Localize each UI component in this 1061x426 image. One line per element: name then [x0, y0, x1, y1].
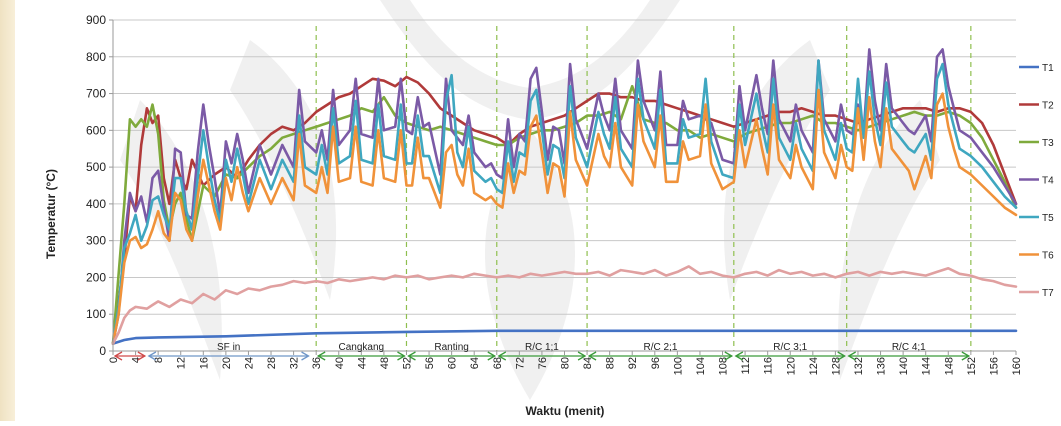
x-tick-label-132: 132 [853, 357, 865, 375]
phase-label-6: R/C 3;1 [773, 342, 807, 353]
y-tick-label-700: 700 [86, 87, 106, 101]
phase-arrowhead-left-2 [316, 351, 326, 361]
y-tick-label-800: 800 [86, 50, 106, 64]
y-tick-label-600: 600 [86, 123, 106, 137]
x-tick-label-60: 60 [447, 357, 459, 369]
x-tick-label-48: 48 [379, 357, 391, 369]
x-tick-label-88: 88 [605, 357, 617, 369]
phase-arrowhead-left-0 [113, 351, 123, 361]
phase-arrowhead-right-4 [577, 351, 587, 361]
x-tick-label-96: 96 [650, 357, 662, 369]
phase-arrowhead-right-5 [724, 351, 734, 361]
x-tick-label-144: 144 [921, 357, 933, 375]
y-tick-label-200: 200 [86, 270, 106, 284]
x-tick-label-52: 52 [401, 357, 413, 369]
phase-arrowhead-left-3 [407, 351, 416, 361]
x-tick-label-24: 24 [243, 357, 255, 369]
phase-arrowhead-left-4 [497, 351, 507, 361]
series-line-t6 [111, 88, 1018, 345]
phase-label-3: Ranting [434, 342, 468, 353]
series-lines [111, 48, 1018, 345]
x-tick-label-44: 44 [356, 357, 368, 369]
x-tick-label-76: 76 [537, 357, 549, 369]
x-tick-label-12: 12 [176, 357, 188, 369]
y-tick-label-300: 300 [86, 234, 106, 248]
phase-arrowhead-left-1 [147, 351, 157, 361]
legend-label-t5: T5 [1042, 213, 1054, 224]
legend-label-t2: T2 [1042, 101, 1054, 112]
y-tick-label-900: 900 [86, 13, 106, 27]
y-tick-label-500: 500 [86, 160, 106, 174]
phase-arrowhead-right-7 [961, 351, 971, 361]
x-tick-label-124: 124 [808, 357, 820, 375]
x-tick-label-148: 148 [943, 357, 955, 375]
legend-label-t3: T3 [1042, 138, 1054, 149]
x-tick-label-160: 160 [1011, 357, 1023, 375]
phase-label-7: R/C 4;1 [892, 342, 926, 353]
x-tick-label-136: 136 [876, 357, 888, 375]
phase-arrows: SF in Cangkang Ranting R/C 1;1 R/C 2;1 R/C 3;… [113, 342, 971, 361]
x-tick-label-100: 100 [672, 357, 684, 375]
phase-label-4: R/C 1;1 [525, 342, 559, 353]
x-tick-label-0: 0 [108, 357, 120, 363]
series-line-t5 [111, 59, 1018, 345]
phase-arrowhead-left-6 [734, 351, 744, 361]
x-tick-label-84: 84 [582, 357, 594, 369]
x-tick-label-152: 152 [966, 357, 978, 375]
x-tick-label-120: 120 [785, 357, 797, 375]
phase-label-5: R/C 2;1 [643, 342, 677, 353]
x-tick-label-92: 92 [627, 357, 639, 369]
x-tick-label-80: 80 [560, 357, 572, 369]
x-axis-label: Waktu (menit) [526, 404, 605, 418]
left-decor-strip [0, 0, 15, 421]
x-tick-label-8: 8 [153, 357, 165, 363]
x-tick-label-28: 28 [266, 357, 278, 369]
watermark-emblem [120, 0, 940, 400]
x-tick-label-112: 112 [740, 357, 752, 375]
x-tick-label-4: 4 [131, 357, 143, 363]
phase-arrowhead-left-5 [587, 351, 597, 361]
x-tick-label-128: 128 [830, 357, 842, 375]
x-tick-label-32: 32 [289, 357, 301, 369]
x-tick-label-20: 20 [221, 357, 233, 369]
phase-arrowhead-left-7 [847, 351, 857, 361]
y-axis-label: Temperatur (°C) [44, 169, 58, 259]
x-tick-label-108: 108 [718, 357, 730, 375]
legend-label-t6: T6 [1042, 251, 1054, 262]
x-tick-label-116: 116 [763, 357, 775, 375]
y-tick-label-400: 400 [86, 197, 106, 211]
series-line-t7 [111, 265, 1018, 345]
y-tick-label-100: 100 [86, 307, 106, 321]
phase-label-1: SF in [217, 342, 240, 353]
phase-arrowhead-right-1 [301, 351, 310, 361]
x-tick-label-140: 140 [898, 357, 910, 375]
x-tick-label-68: 68 [492, 357, 504, 369]
x-tick-label-36: 36 [311, 357, 323, 369]
phase-arrowhead-right-3 [487, 351, 497, 361]
legend: T1 T2 T3 T4 T5 T6 T7 [1019, 63, 1054, 299]
x-tick-label-56: 56 [424, 357, 436, 369]
y-tick-label-0: 0 [99, 344, 106, 358]
series-line-t1 [111, 329, 1018, 345]
x-tick-label-156: 156 [988, 357, 1000, 375]
x-tick-label-16: 16 [198, 357, 210, 369]
phase-dividers [315, 26, 972, 351]
legend-label-t7: T7 [1042, 288, 1054, 299]
phase-arrowhead-right-0 [137, 351, 147, 361]
legend-label-t1: T1 [1042, 63, 1054, 74]
legend-label-t4: T4 [1042, 176, 1054, 187]
x-tick-label-72: 72 [514, 357, 526, 369]
phase-arrowhead-right-2 [397, 351, 406, 361]
x-tick-label-104: 104 [695, 357, 707, 375]
x-tick-label-64: 64 [469, 357, 481, 369]
phase-label-2: Cangkang [339, 342, 385, 353]
x-tick-label-40: 40 [334, 357, 346, 369]
phase-arrowhead-right-6 [837, 351, 846, 361]
